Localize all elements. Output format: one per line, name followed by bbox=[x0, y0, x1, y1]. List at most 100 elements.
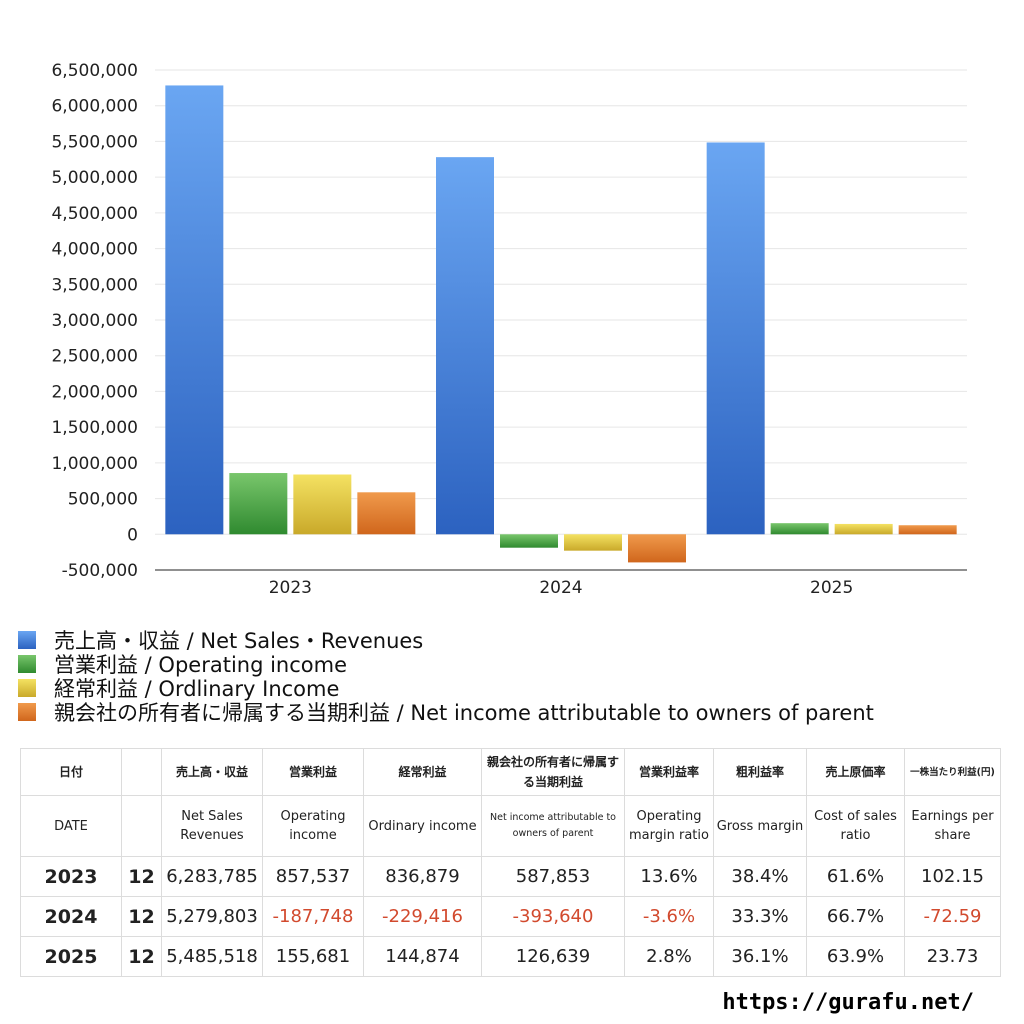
bar bbox=[706, 142, 765, 535]
header-gross-margin-en: Gross margin bbox=[713, 795, 807, 857]
cell-eps: 102.15 bbox=[904, 856, 1001, 897]
y-tick-label: 500,000 bbox=[68, 490, 138, 510]
row-month: 12 bbox=[121, 896, 162, 937]
row-year: 2025 bbox=[20, 936, 122, 977]
header-date-ja: 日付 bbox=[20, 748, 122, 796]
cell-net-sales: 6,283,785 bbox=[161, 856, 263, 897]
cell-net-income: -393,640 bbox=[481, 896, 625, 937]
table-header-ja: 日付 売上高・収益 営業利益 経常利益 親会社の所有者に帰属する当期利益 営業利… bbox=[20, 748, 1001, 796]
bar bbox=[834, 523, 893, 535]
row-month: 12 bbox=[121, 936, 162, 977]
y-tick-label: 5,500,000 bbox=[51, 132, 138, 152]
x-tick-label: 2024 bbox=[539, 578, 582, 598]
cell-gross-margin: 33.3% bbox=[713, 896, 807, 937]
cell-operating-income: 857,537 bbox=[262, 856, 364, 897]
cell-ordinary-income: -229,416 bbox=[363, 896, 482, 937]
y-tick-label: 2,500,000 bbox=[51, 347, 138, 367]
header-operating-margin-en: Operating margin ratio bbox=[624, 795, 714, 857]
cell-eps: 23.73 bbox=[904, 936, 1001, 977]
x-tick-label: 2025 bbox=[810, 578, 853, 598]
y-tick-label: 1,000,000 bbox=[51, 454, 138, 474]
legend-item-operating-income: 営業利益 / Operating income bbox=[18, 652, 874, 677]
header-gross-margin-ja: 粗利益率 bbox=[713, 748, 807, 796]
row-year: 2023 bbox=[20, 856, 122, 897]
cell-ordinary-income: 144,874 bbox=[363, 936, 482, 977]
header-month-en bbox=[121, 795, 162, 857]
table-row: 2024 12 5,279,803 -187,748 -229,416 -393… bbox=[20, 896, 1001, 937]
site-watermark: https://gurafu.net/ bbox=[722, 990, 974, 1015]
legend-item-net-income: 親会社の所有者に帰属する当期利益 / Net income attributab… bbox=[18, 700, 874, 725]
bar bbox=[770, 523, 829, 535]
cell-operating-margin: 2.8% bbox=[624, 936, 714, 977]
cell-ordinary-income: 836,879 bbox=[363, 856, 482, 897]
bar bbox=[436, 157, 494, 535]
bar bbox=[500, 534, 558, 548]
header-cost-ratio-en: Cost of sales ratio bbox=[806, 795, 905, 857]
header-ordinary-income-ja: 経常利益 bbox=[363, 748, 482, 796]
header-eps-ja: 一株当たり利益(円) bbox=[904, 748, 1001, 796]
legend-swatch-net-income bbox=[18, 703, 36, 721]
y-tick-label: 4,500,000 bbox=[51, 204, 138, 224]
header-operating-income-ja: 営業利益 bbox=[262, 748, 364, 796]
y-tick-label: 3,500,000 bbox=[51, 275, 138, 295]
header-net-sales-en: Net Sales Revenues bbox=[161, 795, 263, 857]
cell-cost-ratio: 66.7% bbox=[806, 896, 905, 937]
cell-net-sales: 5,279,803 bbox=[161, 896, 263, 937]
y-tick-label: 6,500,000 bbox=[51, 61, 138, 81]
y-tick-label: 0 bbox=[127, 525, 138, 545]
row-year: 2024 bbox=[20, 896, 122, 937]
cell-net-income: 126,639 bbox=[481, 936, 625, 977]
chart-legend: 売上高・収益 / Net Sales・Revenues 営業利益 / Opera… bbox=[18, 628, 874, 725]
cell-operating-margin: 13.6% bbox=[624, 856, 714, 897]
header-net-income-ja: 親会社の所有者に帰属する当期利益 bbox=[481, 748, 625, 796]
y-tick-label: 6,000,000 bbox=[51, 97, 138, 117]
bar bbox=[357, 492, 416, 535]
header-operating-margin-ja: 営業利益率 bbox=[624, 748, 714, 796]
x-tick-label: 2023 bbox=[269, 578, 312, 598]
legend-swatch-net-sales bbox=[18, 631, 36, 649]
cell-cost-ratio: 61.6% bbox=[806, 856, 905, 897]
table-row: 2023 12 6,283,785 857,537 836,879 587,85… bbox=[20, 856, 1001, 897]
header-net-sales-ja: 売上高・収益 bbox=[161, 748, 263, 796]
legend-swatch-ordinary-income bbox=[18, 679, 36, 697]
header-ordinary-income-en: Ordinary income bbox=[363, 795, 482, 857]
header-month-ja bbox=[121, 748, 162, 796]
header-operating-income-en: Operating income bbox=[262, 795, 364, 857]
legend-item-ordinary-income: 経常利益 / Ordlinary Income bbox=[18, 676, 874, 701]
cell-operating-income: 155,681 bbox=[262, 936, 364, 977]
bar bbox=[165, 85, 224, 535]
cell-gross-margin: 36.1% bbox=[713, 936, 807, 977]
bar bbox=[293, 474, 352, 535]
bar-chart: 6,500,000 6,000,000 5,500,000 5,000,000 4,50… bbox=[51, 61, 967, 598]
y-tick-label: 2,000,000 bbox=[51, 382, 138, 402]
y-tick-label: 3,000,000 bbox=[51, 311, 138, 331]
y-tick-label: -500,000 bbox=[62, 561, 138, 581]
legend-swatch-operating-income bbox=[18, 655, 36, 673]
table-header-en: DATE Net Sales Revenues Operating income… bbox=[20, 795, 1001, 857]
cell-eps: -72.59 bbox=[904, 896, 1001, 937]
cell-net-sales: 5,485,518 bbox=[161, 936, 263, 977]
legend-label-ordinary-income: 経常利益 / Ordlinary Income bbox=[54, 677, 340, 701]
cell-gross-margin: 38.4% bbox=[713, 856, 807, 897]
cell-cost-ratio: 63.9% bbox=[806, 936, 905, 977]
y-tick-label: 5,000,000 bbox=[51, 168, 138, 188]
legend-label-net-income: 親会社の所有者に帰属する当期利益 / Net income attributab… bbox=[54, 701, 874, 725]
header-eps-en: Earnings per share bbox=[904, 795, 1001, 857]
header-date-en: DATE bbox=[20, 795, 122, 857]
bar bbox=[898, 525, 957, 535]
header-cost-ratio-ja: 売上原価率 bbox=[806, 748, 905, 796]
cell-operating-income: -187,748 bbox=[262, 896, 364, 937]
bar bbox=[229, 473, 288, 535]
y-tick-label: 4,000,000 bbox=[51, 240, 138, 260]
legend-label-net-sales: 売上高・収益 / Net Sales・Revenues bbox=[54, 629, 424, 653]
financial-table: 日付 売上高・収益 営業利益 経常利益 親会社の所有者に帰属する当期利益 営業利… bbox=[20, 748, 1001, 977]
row-month: 12 bbox=[121, 856, 162, 897]
legend-item-net-sales: 売上高・収益 / Net Sales・Revenues bbox=[18, 628, 874, 653]
cell-net-income: 587,853 bbox=[481, 856, 625, 897]
table-row: 2025 12 5,485,518 155,681 144,874 126,63… bbox=[20, 936, 1001, 977]
y-tick-label: 1,500,000 bbox=[51, 418, 138, 438]
cell-operating-margin: -3.6% bbox=[624, 896, 714, 937]
legend-label-operating-income: 営業利益 / Operating income bbox=[54, 653, 348, 677]
bar bbox=[628, 534, 686, 563]
bar bbox=[564, 534, 622, 551]
